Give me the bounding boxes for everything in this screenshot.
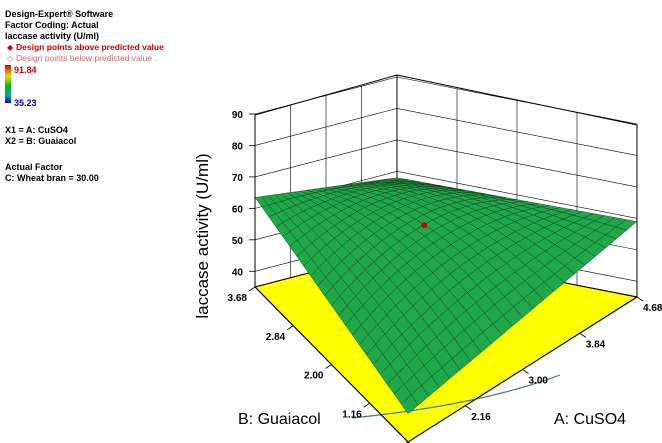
color-min: 35.23 xyxy=(14,98,37,108)
x-tick-label: 3.84 xyxy=(586,339,606,350)
above-marker-icon: ◆ xyxy=(7,43,14,52)
response-surface xyxy=(254,177,638,414)
y-tick-label: 3.68 xyxy=(228,293,248,304)
x-tick-mark xyxy=(522,369,529,374)
z-tick-label: 90 xyxy=(232,110,244,121)
x-axis-title: A: CuSO4 xyxy=(554,411,626,428)
z-tick-label: 70 xyxy=(232,173,244,184)
y-tick-label: 1.16 xyxy=(342,409,362,420)
y-axis-title: B: Guaiacol xyxy=(238,411,321,428)
z-tick-label: 50 xyxy=(232,236,244,247)
y-tick-mark xyxy=(363,402,370,408)
z-axis-title: laccase activity (U/ml) xyxy=(193,153,212,318)
z-tick-label: 60 xyxy=(232,204,244,215)
x-tick-label: 3.00 xyxy=(529,376,549,387)
below-label: Design points below predicted value xyxy=(16,53,152,63)
y-tick-mark xyxy=(325,364,332,369)
design-point-marker xyxy=(421,222,428,229)
color-max: 91.84 xyxy=(14,65,37,75)
y-tick-mark xyxy=(287,325,294,331)
color-scale-bar xyxy=(5,65,11,103)
surface-cell xyxy=(400,394,419,414)
above-label: Design points above predicted value xyxy=(16,42,164,52)
software-title: Design-Expert® Software xyxy=(5,9,113,19)
y-tick-mark xyxy=(248,286,256,292)
actual-factor-heading: Actual Factor xyxy=(5,162,63,172)
y-tick-label: 2.84 xyxy=(266,332,286,343)
actual-factor-value: C: Wheat bran = 30.00 xyxy=(5,173,99,183)
x-tick-label: 2.16 xyxy=(471,412,491,423)
below-marker-icon: ◇ xyxy=(7,54,14,63)
design-point-group xyxy=(421,222,428,229)
axis-ticks: 4050607080901.322.163.003.844.680.321.16… xyxy=(228,110,662,443)
z-tick-label: 40 xyxy=(232,267,244,278)
y-tick-label: 2.00 xyxy=(304,371,324,382)
info-panel: Design-Expert® Software Factor Coding: A… xyxy=(5,9,164,183)
x-tick-label: 4.68 xyxy=(643,303,662,314)
response-name: laccase activity (U/ml) xyxy=(5,31,99,41)
z-tick-label: 80 xyxy=(232,141,244,152)
x-tick-mark xyxy=(636,296,644,302)
factor-coding: Factor Coding: Actual xyxy=(5,20,99,30)
x-tick-mark xyxy=(465,405,472,411)
x-tick-mark xyxy=(579,332,586,338)
factor-x1: X1 = A: CuSO4 xyxy=(5,125,68,135)
factor-x2: X2 = B: Guaiacol xyxy=(5,136,76,146)
floor-contour xyxy=(351,374,561,419)
